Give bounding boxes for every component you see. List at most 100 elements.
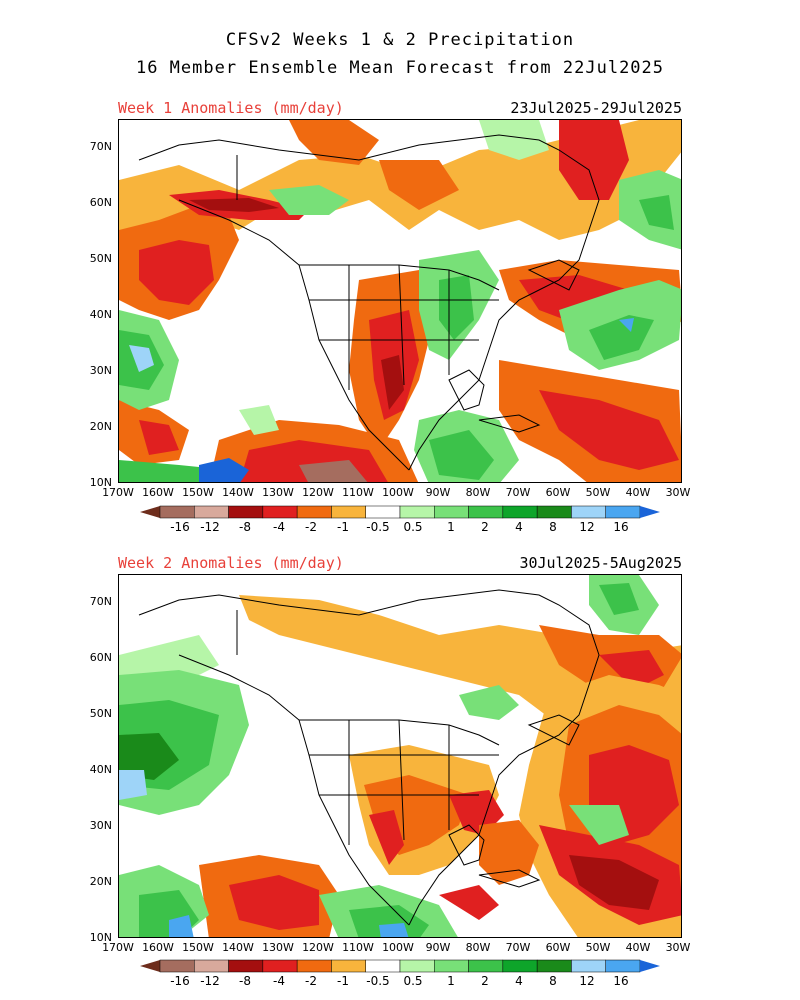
lat-label: 40N [89, 763, 112, 776]
lon-label: 150W [182, 941, 214, 954]
lat-label: 20N [89, 875, 112, 888]
colorbar-swatch [468, 959, 504, 973]
lon-label: 140W [222, 941, 254, 954]
colorbar-label: 12 [579, 974, 595, 988]
lat-label: 50N [89, 252, 112, 265]
colorbar-swatch [536, 959, 572, 973]
colorbar-swatch [331, 959, 366, 973]
lon-label: 80W [465, 486, 491, 499]
lon-label: 140W [222, 486, 254, 499]
colorbar-label: 4 [515, 520, 523, 534]
lon-label: 40W [625, 486, 651, 499]
colorbar-label: -0.5 [366, 974, 390, 988]
title-line-2: 16 Member Ensemble Mean Forecast from 22… [135, 58, 665, 78]
colorbar-swatch [365, 505, 401, 519]
colorbar-label: 2 [481, 974, 489, 988]
colorbar-label: 0.5 [403, 974, 423, 988]
colorbar-label: -12 [200, 520, 220, 534]
week2-label: Week 2 Anomalies (mm/day) [118, 554, 344, 572]
lon-label: 130W [262, 486, 294, 499]
lat-label: 10N [89, 931, 112, 944]
lat-label: 20N [89, 420, 112, 433]
colorbar-label: 12 [579, 520, 595, 534]
colorbar-label: -1 [337, 974, 349, 988]
lat-label: 70N [89, 140, 112, 153]
colorbar-swatch [399, 959, 435, 973]
colorbar-label: -2 [305, 520, 317, 534]
colorbar-label: 8 [549, 520, 557, 534]
lat-label: 10N [89, 476, 112, 489]
colorbar-swatch [502, 505, 538, 519]
colorbar-swatch [571, 959, 606, 973]
colorbar-swatch [605, 959, 641, 973]
colorbar-label: -12 [200, 974, 220, 988]
colorbar-label: -16 [170, 974, 190, 988]
week1-colorbar [140, 505, 660, 519]
lon-label: 160W [142, 486, 174, 499]
lon-label: 30W [665, 486, 691, 499]
colorbar-label: -4 [273, 974, 285, 988]
title-line-1: CFSv2 Weeks 1 & 2 Precipitation [225, 30, 575, 50]
colorbar-swatch [296, 505, 332, 519]
colorbar-swatch [536, 505, 572, 519]
colorbar-label: 8 [549, 974, 557, 988]
colorbar-swatch [605, 505, 641, 519]
colorbar-label: -16 [170, 520, 190, 534]
colorbar-swatch [399, 505, 435, 519]
lon-label: 60W [545, 941, 571, 954]
colorbar-swatch [159, 505, 195, 519]
week1-label: Week 1 Anomalies (mm/day) [118, 99, 344, 117]
colorbar-swatch [434, 959, 469, 973]
colorbar-swatch [194, 959, 229, 973]
colorbar-swatch [434, 505, 469, 519]
colorbar-swatch [365, 959, 401, 973]
colorbar-swatch [262, 959, 298, 973]
colorbar-label: -1 [337, 520, 349, 534]
lat-label: 50N [89, 707, 112, 720]
lon-label: 30W [665, 941, 691, 954]
lon-label: 170W [102, 486, 134, 499]
lat-label: 60N [89, 651, 112, 664]
lon-label: 50W [585, 941, 611, 954]
lon-label: 70W [505, 941, 531, 954]
colorbar-label: 0.5 [403, 520, 423, 534]
lat-label: 30N [89, 819, 112, 832]
colorbar-swatch [194, 505, 229, 519]
colorbar-label: 16 [613, 974, 629, 988]
colorbar-swatch [468, 505, 504, 519]
lat-label: 70N [89, 595, 112, 608]
lon-label: 100W [382, 941, 414, 954]
lon-label: 100W [382, 486, 414, 499]
week2-dates: 30Jul2025-5Aug2025 [519, 554, 682, 572]
lon-label: 90W [425, 941, 451, 954]
lon-label: 40W [625, 941, 651, 954]
colorbar-swatch [331, 505, 366, 519]
lat-label: 40N [89, 308, 112, 321]
week1-dates: 23Jul2025-29Jul2025 [510, 99, 682, 117]
colorbar-label: -8 [239, 520, 251, 534]
lon-label: 130W [262, 941, 294, 954]
lon-label: 160W [142, 941, 174, 954]
colorbar-label: 16 [613, 520, 629, 534]
colorbar-label: 1 [447, 974, 455, 988]
lon-label: 110W [342, 941, 374, 954]
lon-label: 50W [585, 486, 611, 499]
colorbar-label: -2 [305, 974, 317, 988]
lon-label: 70W [505, 486, 531, 499]
lat-label: 60N [89, 196, 112, 209]
week1-anomaly-field [119, 120, 681, 482]
colorbar-label: -4 [273, 520, 285, 534]
week2-anomaly-field [119, 575, 681, 937]
colorbar-label: 2 [481, 520, 489, 534]
week2-map [118, 574, 682, 938]
week2-colorbar [140, 959, 660, 973]
lon-label: 80W [465, 941, 491, 954]
lat-label: 30N [89, 364, 112, 377]
lon-label: 110W [342, 486, 374, 499]
colorbar-swatch [159, 959, 195, 973]
week1-map [118, 119, 682, 483]
colorbar-swatch [502, 959, 538, 973]
colorbar-label: 4 [515, 974, 523, 988]
colorbar-label: 1 [447, 520, 455, 534]
lon-label: 120W [302, 486, 334, 499]
